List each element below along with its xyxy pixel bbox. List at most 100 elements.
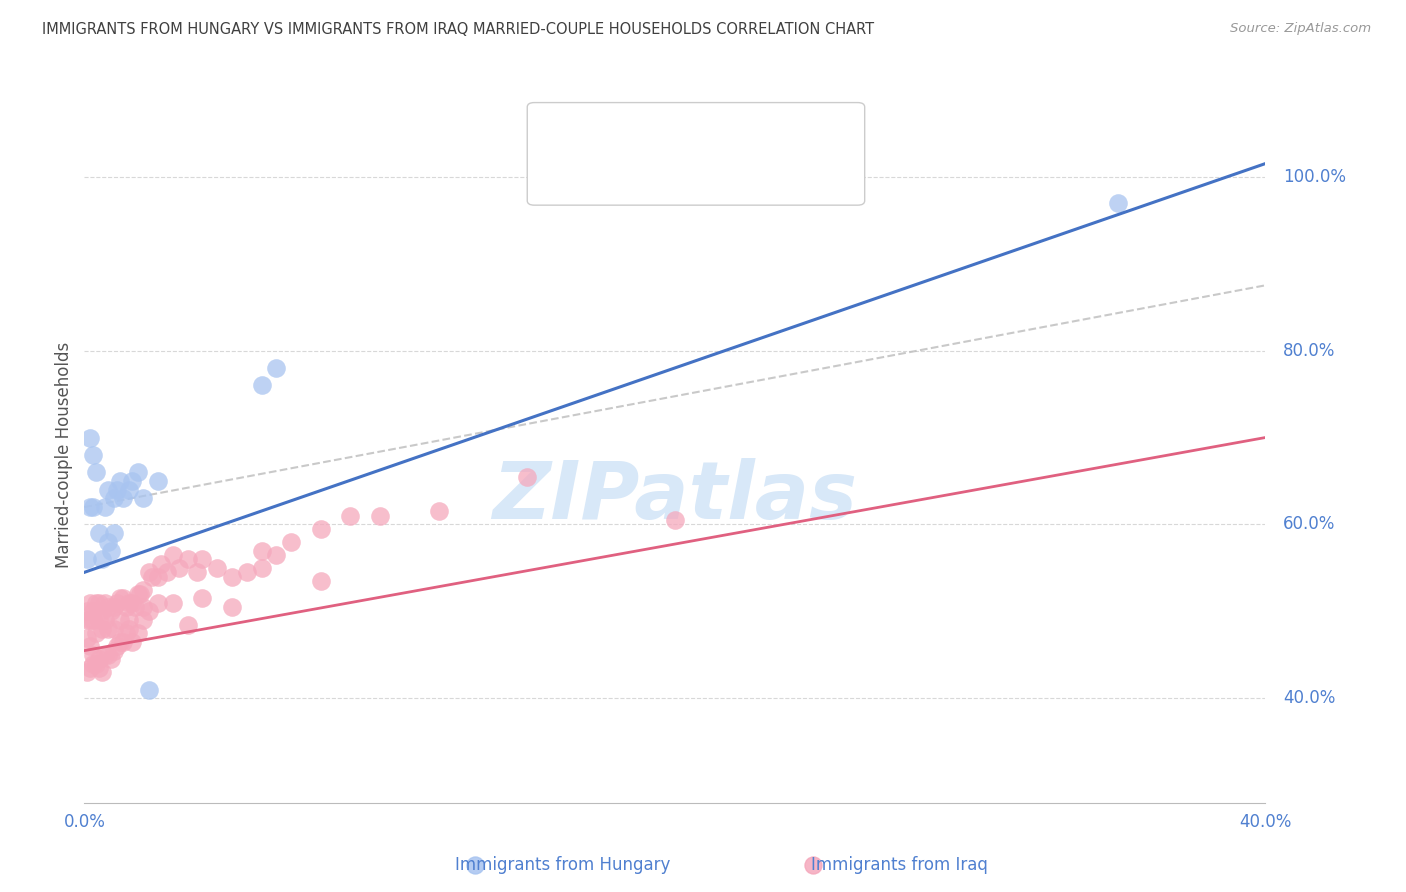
Point [264, 360, 288, 375]
Text: ZIPatlas: ZIPatlas [492, 458, 858, 536]
Point [138, 682, 160, 697]
Text: 100.0%: 100.0% [1284, 168, 1346, 186]
Point [1107, 195, 1129, 210]
Point [191, 552, 214, 566]
Text: IMMIGRANTS FROM HUNGARY VS IMMIGRANTS FROM IRAQ MARRIED-COUPLE HOUSEHOLDS CORREL: IMMIGRANTS FROM HUNGARY VS IMMIGRANTS FR… [42, 22, 875, 37]
Point [82, 605, 104, 619]
Text: Immigrants from Iraq: Immigrants from Iraq [811, 856, 988, 874]
Point [118, 622, 141, 636]
Point [141, 570, 163, 584]
Point [108, 635, 131, 649]
Point [103, 622, 125, 636]
Point [127, 626, 149, 640]
Point [82, 657, 104, 671]
Text: R = 0.404   N = 84: R = 0.404 N = 84 [598, 166, 782, 184]
Point [177, 552, 200, 566]
Point [84, 596, 107, 610]
Point [87, 652, 111, 666]
Point [221, 570, 243, 584]
Point [221, 600, 243, 615]
Point [94, 500, 117, 514]
Point [79, 661, 101, 675]
Point [105, 483, 128, 497]
Point [111, 635, 134, 649]
Point [118, 596, 141, 610]
Point [100, 652, 122, 666]
Point [105, 596, 128, 610]
Point [124, 600, 146, 615]
Point [79, 639, 101, 653]
Point [87, 661, 111, 675]
Point [427, 504, 450, 518]
Point [118, 483, 141, 497]
Point [127, 587, 149, 601]
Text: Source: ZipAtlas.com: Source: ZipAtlas.com [1230, 22, 1371, 36]
Point [250, 543, 273, 558]
Point [177, 617, 200, 632]
Point [97, 648, 120, 662]
Point [118, 613, 141, 627]
Point [132, 582, 155, 597]
Point [103, 491, 125, 506]
Point [132, 491, 155, 506]
Point [191, 591, 214, 606]
Point [150, 557, 173, 571]
Point [79, 613, 101, 627]
Point [82, 613, 104, 627]
Point [162, 596, 184, 610]
Point [76, 552, 98, 566]
Point [82, 500, 104, 514]
Point [97, 622, 120, 636]
Point [84, 657, 107, 671]
Point [464, 858, 486, 872]
Point [79, 596, 101, 610]
Point [79, 500, 101, 514]
Text: Immigrants from Hungary: Immigrants from Hungary [454, 856, 671, 874]
Point [121, 635, 143, 649]
Point [156, 566, 179, 580]
Point [97, 600, 120, 615]
Point [162, 548, 184, 562]
Point [138, 605, 160, 619]
Point [114, 626, 136, 640]
Y-axis label: Married-couple Households: Married-couple Households [55, 342, 73, 568]
Point [91, 622, 114, 636]
Point [801, 858, 824, 872]
Point [87, 526, 111, 541]
Point [94, 596, 117, 610]
Point [132, 600, 155, 615]
Point [100, 605, 122, 619]
Point [250, 378, 273, 392]
Point [148, 474, 170, 488]
Point [79, 431, 101, 445]
Text: R = 0.646   N = 26: R = 0.646 N = 26 [598, 124, 782, 142]
Point [87, 613, 111, 627]
Point [82, 648, 104, 662]
Point [121, 474, 143, 488]
Point [103, 600, 125, 615]
Point [108, 613, 131, 627]
Point [235, 566, 259, 580]
Point [103, 643, 125, 657]
Point [103, 526, 125, 541]
Point [280, 535, 302, 549]
Point [664, 513, 686, 527]
Point [94, 613, 117, 627]
Point [76, 613, 98, 627]
Point [91, 605, 114, 619]
Point [309, 574, 332, 588]
Point [121, 596, 143, 610]
Point [91, 665, 114, 680]
Point [87, 596, 111, 610]
Point [127, 466, 149, 480]
Point [82, 448, 104, 462]
Point [148, 570, 170, 584]
Point [551, 168, 574, 182]
Point [100, 543, 122, 558]
Point [94, 648, 117, 662]
Point [91, 552, 114, 566]
Text: 80.0%: 80.0% [1284, 342, 1336, 359]
Point [129, 587, 152, 601]
Text: 40.0%: 40.0% [1284, 690, 1336, 707]
Point [108, 474, 131, 488]
